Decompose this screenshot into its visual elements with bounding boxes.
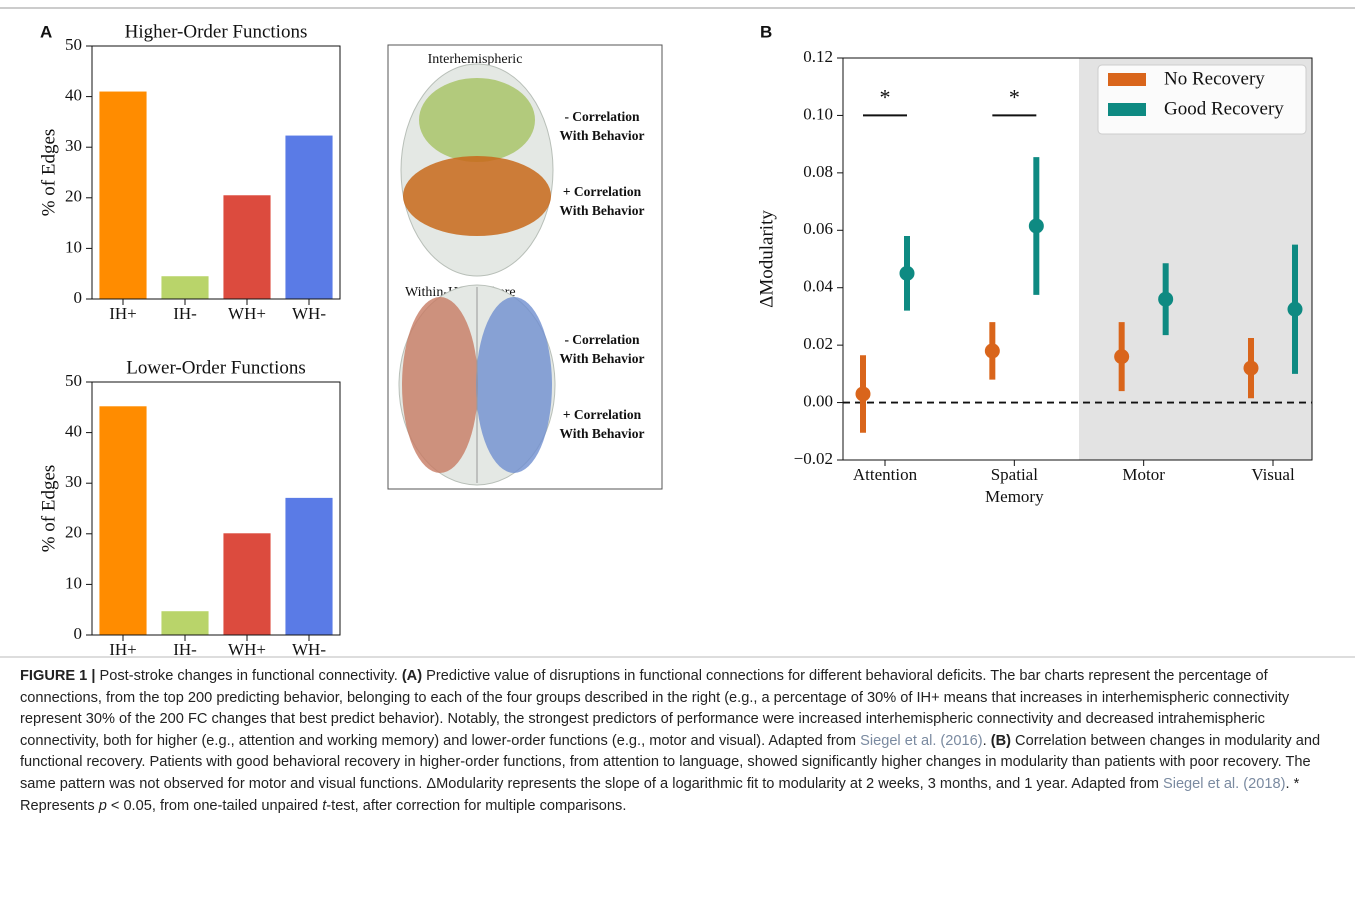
bar [223, 533, 270, 635]
y-tick-label: 0 [74, 288, 83, 307]
point [1158, 292, 1173, 307]
x-tick-label: IH+ [109, 640, 137, 659]
diagram-label: - Correlation [564, 109, 640, 124]
y-tick-label: 0.10 [803, 104, 833, 123]
chart-title: Lower-Order Functions [126, 357, 306, 378]
brain-region [476, 297, 552, 473]
y-tick-label: 0 [74, 624, 83, 643]
page: {"panel_labels": ["A", "B"], "chart_data… [0, 0, 1355, 897]
legend-label: No Recovery [1164, 68, 1265, 89]
x-tick-label: IH- [173, 304, 197, 323]
x-tick-label: IH+ [109, 304, 137, 323]
caption-text: < 0.05, from one-tailed unpaired [107, 798, 322, 814]
y-tick-label: 20 [65, 523, 82, 542]
point [1114, 349, 1129, 364]
caption-text: (A) [402, 668, 422, 684]
y-tick-label: 20 [65, 187, 82, 206]
y-tick-label: 0.00 [803, 391, 833, 410]
y-axis-label: % of Edges [38, 129, 59, 217]
y-axis-label: ΔModularity [756, 210, 777, 308]
bar [285, 498, 332, 635]
diagram-label: - Correlation [564, 332, 640, 347]
panel-label: B [760, 22, 772, 41]
brain-region [402, 297, 478, 473]
brain-region [403, 156, 551, 236]
y-tick-label: 10 [65, 237, 82, 256]
y-tick-label: 40 [65, 86, 82, 105]
bar [161, 611, 208, 635]
bar [161, 276, 208, 299]
point [985, 343, 1000, 358]
caption-text: -test, after correction for multiple com… [326, 798, 626, 814]
y-tick-label: 30 [65, 136, 82, 155]
caption-text: . [983, 733, 991, 749]
legend-swatch [1108, 103, 1146, 116]
y-axis-label: % of Edges [38, 465, 59, 553]
y-tick-label: 10 [65, 573, 82, 592]
x-tick-label: WH+ [228, 640, 266, 659]
x-tick-label: Attention [853, 465, 918, 484]
point [1244, 361, 1259, 376]
diagram-label: With Behavior [560, 128, 645, 143]
significance-star: * [880, 84, 891, 109]
bar [223, 195, 270, 299]
caption-text[interactable]: Siegel et al. (2018) [1163, 776, 1286, 792]
brain-region [419, 78, 535, 162]
legend-label: Good Recovery [1164, 98, 1284, 119]
caption-text: (B) [991, 733, 1011, 749]
y-tick-label: 0.04 [803, 277, 833, 296]
y-tick-label: 30 [65, 472, 82, 491]
point [856, 386, 871, 401]
x-tick-label: Visual [1251, 465, 1295, 484]
chart-title: Higher-Order Functions [125, 21, 308, 42]
y-tick-label: 0.06 [803, 219, 833, 238]
y-tick-label: 0.02 [803, 334, 833, 353]
diagram-label: With Behavior [560, 351, 645, 366]
y-tick-label: 50 [65, 35, 82, 54]
point [1288, 302, 1303, 317]
panel-label: A [40, 22, 52, 41]
diagram-label: + Correlation [563, 407, 642, 422]
y-tick-label: 50 [65, 371, 82, 390]
point [900, 266, 915, 281]
x-tick-label: IH- [173, 640, 197, 659]
caption-text: p [99, 798, 107, 814]
x-tick-label: WH- [292, 304, 326, 323]
significance-star: * [1009, 84, 1020, 109]
bar [285, 136, 332, 299]
y-tick-label: 0.08 [803, 162, 833, 181]
x-tick-label: Motor [1122, 465, 1165, 484]
caption-text: Post-stroke changes in functional connec… [95, 668, 401, 684]
legend-swatch [1108, 73, 1146, 86]
x-tick-label: WH- [292, 640, 326, 659]
caption-text: FIGURE 1 | [20, 668, 95, 684]
diagram-label: With Behavior [560, 426, 645, 441]
caption: FIGURE 1 | Post-stroke changes in functi… [20, 666, 1338, 817]
diagram-label: With Behavior [560, 203, 645, 218]
diagram-label: + Correlation [563, 184, 642, 199]
bar [99, 92, 146, 299]
bar [99, 406, 146, 635]
x-tick-label: WH+ [228, 304, 266, 323]
y-tick-label: 40 [65, 422, 82, 441]
y-tick-label: 0.12 [803, 47, 833, 66]
y-tick-label: −0.02 [794, 449, 833, 468]
caption-text[interactable]: Siegel et al. (2016) [860, 733, 983, 749]
figure: A B Interhemispheric Within-Hemisphere -… [0, 0, 1355, 662]
point [1029, 218, 1044, 233]
